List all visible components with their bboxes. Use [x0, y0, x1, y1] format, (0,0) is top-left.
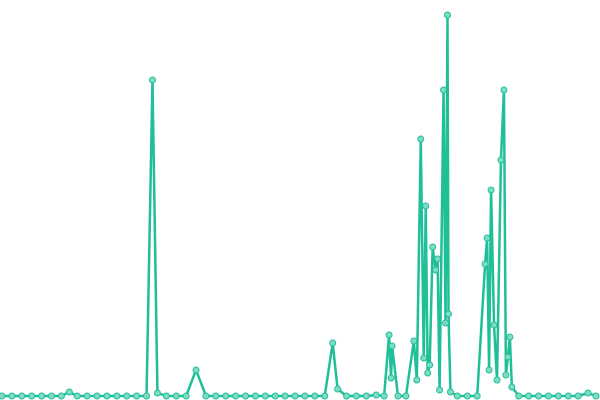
point — [388, 342, 396, 350]
point — [417, 135, 425, 143]
point — [162, 392, 170, 400]
point — [334, 385, 342, 393]
point — [444, 310, 452, 318]
point — [18, 392, 26, 400]
point — [508, 383, 516, 391]
point — [525, 392, 533, 400]
point — [485, 366, 493, 374]
point — [574, 392, 582, 400]
point — [301, 392, 309, 400]
point — [172, 392, 180, 400]
point — [212, 392, 220, 400]
point — [103, 392, 111, 400]
point — [8, 392, 16, 400]
point — [202, 392, 210, 400]
point — [38, 392, 46, 400]
point — [28, 392, 36, 400]
point — [251, 392, 259, 400]
point — [497, 156, 505, 164]
point — [83, 392, 91, 400]
point — [57, 392, 65, 400]
point — [222, 392, 230, 400]
point — [232, 392, 240, 400]
point — [182, 392, 190, 400]
point — [153, 389, 161, 397]
point — [261, 392, 269, 400]
point — [504, 353, 512, 361]
point — [113, 392, 121, 400]
point — [554, 392, 562, 400]
point — [500, 86, 508, 94]
point — [192, 366, 200, 374]
point — [502, 371, 510, 379]
point — [311, 392, 319, 400]
point — [143, 392, 151, 400]
point — [473, 392, 481, 400]
point — [564, 392, 572, 400]
point — [394, 392, 402, 400]
point — [506, 333, 514, 341]
point — [424, 369, 432, 377]
point — [352, 392, 360, 400]
point — [281, 392, 289, 400]
point — [410, 337, 418, 345]
point — [535, 392, 543, 400]
point — [544, 392, 552, 400]
point — [453, 392, 461, 400]
point — [592, 392, 600, 400]
point — [48, 392, 55, 400]
point — [380, 392, 388, 400]
point — [413, 376, 421, 384]
point — [148, 76, 156, 84]
point — [343, 392, 351, 400]
point — [291, 392, 299, 400]
point — [463, 392, 471, 400]
point — [372, 391, 380, 399]
point — [0, 392, 6, 400]
point — [271, 392, 279, 400]
point — [65, 388, 73, 396]
point — [434, 255, 442, 263]
point — [385, 331, 393, 339]
point — [515, 392, 523, 400]
point — [321, 392, 329, 400]
point — [490, 321, 498, 329]
point — [444, 11, 451, 19]
point — [93, 392, 101, 400]
point — [429, 243, 437, 251]
point — [440, 86, 448, 94]
point — [73, 392, 81, 400]
point — [493, 376, 501, 384]
point — [481, 260, 489, 268]
point — [133, 392, 141, 400]
point — [387, 374, 395, 382]
point — [432, 266, 440, 274]
point — [436, 386, 444, 394]
point — [584, 389, 592, 397]
point — [487, 186, 495, 194]
point — [362, 392, 370, 400]
point — [426, 361, 434, 369]
point — [446, 388, 454, 396]
point — [242, 392, 250, 400]
point — [442, 319, 450, 327]
point — [329, 339, 337, 347]
point — [483, 234, 491, 242]
point — [402, 392, 410, 400]
point — [123, 392, 131, 400]
point — [420, 354, 428, 362]
point — [422, 202, 430, 210]
